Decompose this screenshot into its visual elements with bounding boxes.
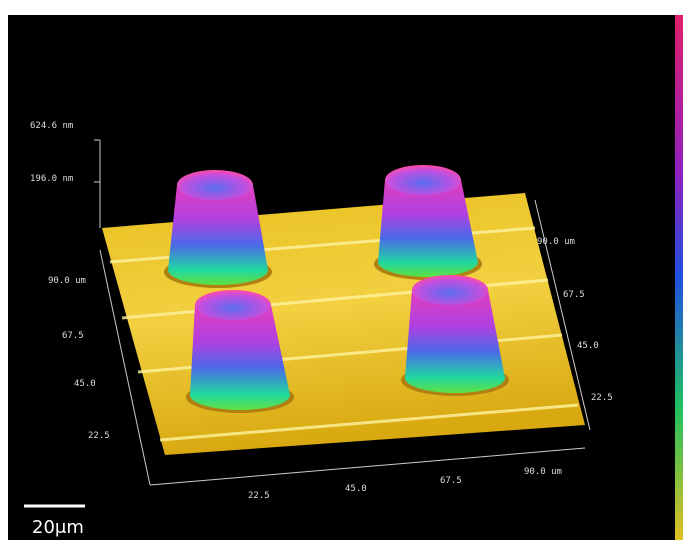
pillar — [374, 165, 482, 280]
y-label: 45.0 — [74, 379, 96, 389]
pillar — [401, 275, 509, 396]
y-label: 22.5 — [88, 431, 110, 441]
x-label: 22.5 — [248, 491, 270, 501]
x-label: 45.0 — [345, 484, 367, 494]
color-bar — [675, 15, 683, 540]
scale-bar-label: 20μm — [32, 517, 84, 538]
y-right-label: 45.0 — [577, 341, 599, 351]
z-label: 196.0 nm — [30, 174, 73, 184]
y-label: 90.0 um — [48, 276, 86, 286]
x-label: 67.5 — [440, 476, 462, 486]
z-label: 624.6 nm — [30, 121, 73, 131]
y-right-label: 90.0 um — [537, 237, 575, 247]
pillar — [164, 170, 272, 288]
pillar — [186, 290, 294, 413]
x-label: 90.0 um — [524, 467, 562, 477]
axes — [94, 139, 591, 486]
pillars — [164, 165, 509, 413]
y-right-label: 22.5 — [591, 393, 613, 403]
y-right-label: 67.5 — [563, 290, 585, 300]
y-label: 67.5 — [62, 331, 84, 341]
